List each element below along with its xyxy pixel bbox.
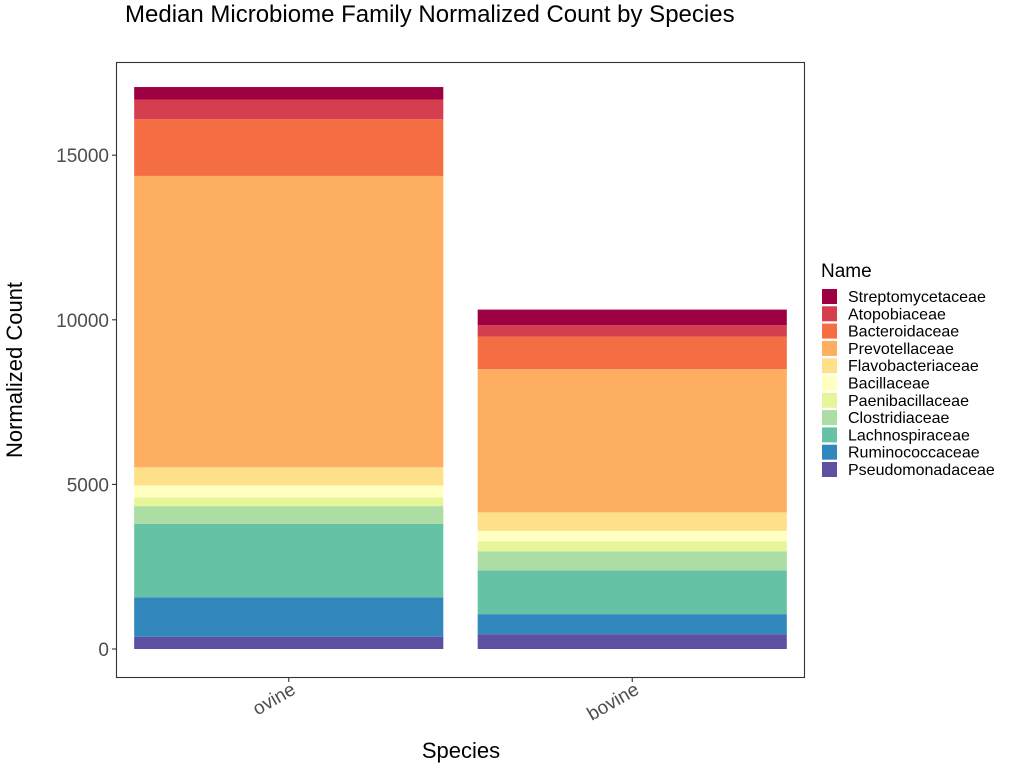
legend-label-flavobacteriaceae: Flavobacteriaceae: [848, 358, 979, 375]
legend-swatch-atopobiaceae: [822, 306, 837, 322]
bar-segment-bovine-paenibacillaceae: [477, 541, 787, 552]
bar-segment-bovine-atopobiaceae: [477, 325, 787, 337]
legend-swatch-prevotellaceae: [822, 340, 837, 356]
bar-segment-bovine-pseudomonadaceae: [477, 634, 787, 650]
bar-segment-ovine-flavobacteriaceae: [134, 467, 444, 486]
legend-swatch-streptomycetaceae: [822, 289, 837, 304]
bar-segment-ovine-ruminococcaceae: [134, 597, 444, 637]
legend-swatch-clostridiaceae: [822, 410, 837, 426]
bar-segment-ovine-paenibacillaceae: [134, 497, 444, 507]
legend-swatch-lachnospiraceae: [822, 427, 837, 443]
bar-segment-ovine-streptomycetaceae: [134, 87, 444, 100]
bar-segment-bovine-streptomycetaceae: [477, 309, 787, 326]
bar-segment-bovine-bacteroidaceae: [477, 336, 787, 370]
bar-segment-ovine-pseudomonadaceae: [134, 636, 444, 650]
bar-segment-ovine-bacteroidaceae: [134, 119, 444, 176]
legend-label-pseudomonadaceae: Pseudomonadaceae: [848, 462, 995, 479]
legend-label-paenibacillaceae: Paenibacillaceae: [848, 393, 969, 410]
legend-label-streptomycetaceae: Streptomycetaceae: [848, 289, 986, 306]
legend: Name StreptomycetaceaeAtopobiaceaeBacter…: [821, 261, 995, 479]
x-axis-title: Species: [422, 738, 500, 763]
legend-swatch-flavobacteriaceae: [822, 358, 837, 374]
bar-segment-bovine-lachnospiraceae: [477, 570, 787, 615]
y-tick-label: 15000: [56, 146, 109, 167]
y-tick-label: 10000: [56, 311, 109, 332]
legend-label-atopobiaceae: Atopobiaceae: [848, 306, 946, 323]
legend-swatch-pseudomonadaceae: [822, 462, 837, 477]
y-tick-label: 5000: [67, 475, 109, 496]
bar-segment-ovine-atopobiaceae: [134, 99, 444, 120]
bar-segment-ovine-bacillaceae: [134, 485, 444, 498]
y-axis-title: Normalized Count: [2, 282, 27, 458]
legend-label-prevotellaceae: Prevotellaceae: [848, 341, 954, 358]
x-tick-label-ovine: ovine: [249, 679, 299, 720]
bar-segment-ovine-clostridiaceae: [134, 506, 444, 524]
legend-swatch-ruminococcaceae: [822, 444, 837, 460]
y-tick-label: 0: [98, 640, 109, 661]
legend-label-lachnospiraceae: Lachnospiraceae: [848, 427, 970, 444]
legend-swatch-bacillaceae: [822, 375, 837, 391]
legend-swatch-paenibacillaceae: [822, 392, 837, 408]
x-axis: ovine bovine: [249, 677, 643, 725]
legend-label-bacteroidaceae: Bacteroidaceae: [848, 324, 959, 341]
plot-area: [115, 61, 806, 679]
legend-label-bacillaceae: Bacillaceae: [848, 376, 930, 393]
bar-segment-bovine-flavobacteriaceae: [477, 512, 787, 531]
bar-segment-bovine-ruminococcaceae: [477, 614, 787, 635]
bar-segment-ovine-lachnospiraceae: [134, 523, 444, 598]
legend-label-ruminococcaceae: Ruminococcaceae: [848, 445, 980, 462]
legend-swatch-bacteroidaceae: [822, 323, 837, 339]
legend-label-clostridiaceae: Clostridiaceae: [848, 410, 949, 427]
bars-group: [134, 87, 787, 650]
plot-border: [115, 61, 806, 679]
x-tick-label-bovine: bovine: [584, 679, 643, 725]
bar-segment-ovine-prevotellaceae: [134, 175, 444, 468]
bar-segment-bovine-clostridiaceae: [477, 551, 787, 571]
bar-segment-bovine-prevotellaceae: [477, 369, 787, 513]
bar-segment-bovine-bacillaceae: [477, 530, 787, 542]
legend-title: Name: [821, 261, 872, 282]
y-axis: 0 5000 10000 15000: [56, 146, 117, 661]
chart-title: Median Microbiome Family Normalized Coun…: [125, 1, 735, 28]
